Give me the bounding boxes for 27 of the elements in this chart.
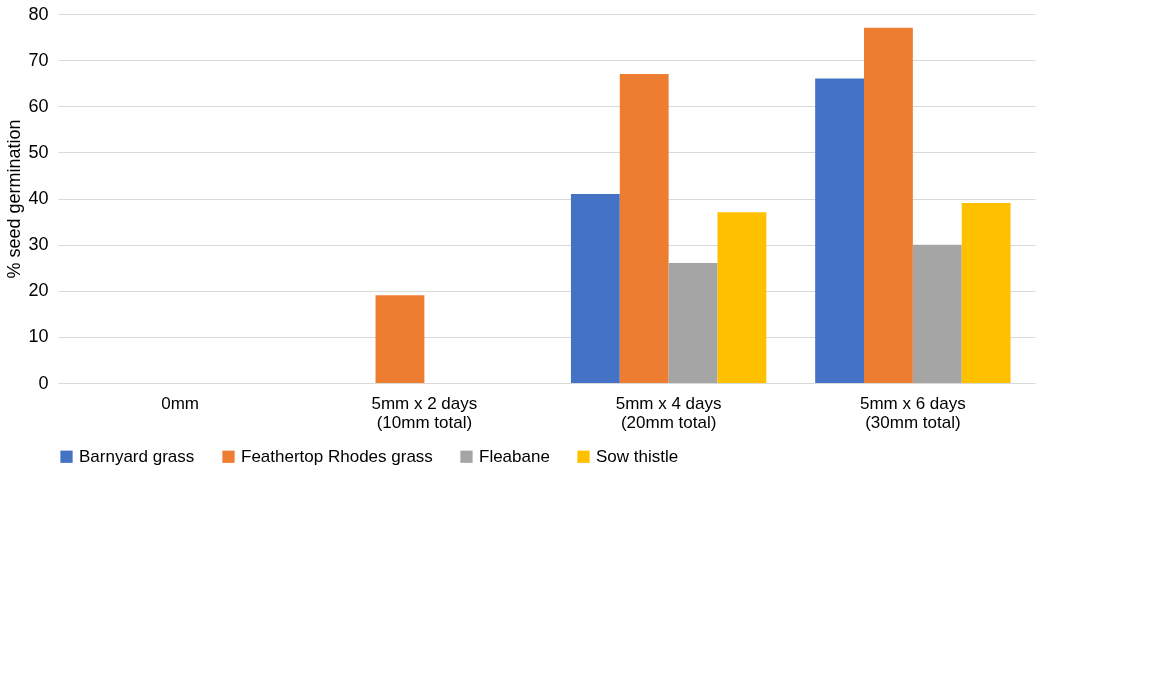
x-tick-label: 5mm x 6 days (30mm total) xyxy=(859,393,966,432)
bar xyxy=(961,203,1011,383)
legend-label: Fleabane xyxy=(479,446,550,466)
y-tick-label: 80 xyxy=(28,3,49,24)
y-tick-label: 30 xyxy=(28,234,49,255)
bar xyxy=(912,244,962,383)
x-tick-label: 0mm xyxy=(161,393,200,413)
bar xyxy=(864,27,913,383)
bar xyxy=(717,212,767,383)
y-axis-title: % seed germination xyxy=(4,119,25,279)
y-tick-label: 20 xyxy=(28,280,49,301)
y-tick-label: 60 xyxy=(28,95,49,116)
y-tick-label: 40 xyxy=(28,188,49,208)
legend-label: Barnyard grass xyxy=(79,446,195,466)
y-tick-label: 0 xyxy=(38,372,49,393)
x-tick-label: 5mm x 2 days (10mm total) xyxy=(371,393,478,432)
bar xyxy=(619,73,669,383)
bar xyxy=(375,295,425,383)
legend-label: Sow thistle xyxy=(596,446,679,466)
x-tick-label: 5mm x 4 days (20mm total) xyxy=(615,393,722,432)
bar xyxy=(815,78,865,383)
y-tick-label: 70 xyxy=(28,49,49,70)
legend-label: Feathertop Rhodes grass xyxy=(241,446,433,466)
y-tick-label: 10 xyxy=(28,326,49,347)
bar xyxy=(570,193,620,383)
y-tick-label: 50 xyxy=(28,141,49,162)
bar xyxy=(668,263,718,383)
